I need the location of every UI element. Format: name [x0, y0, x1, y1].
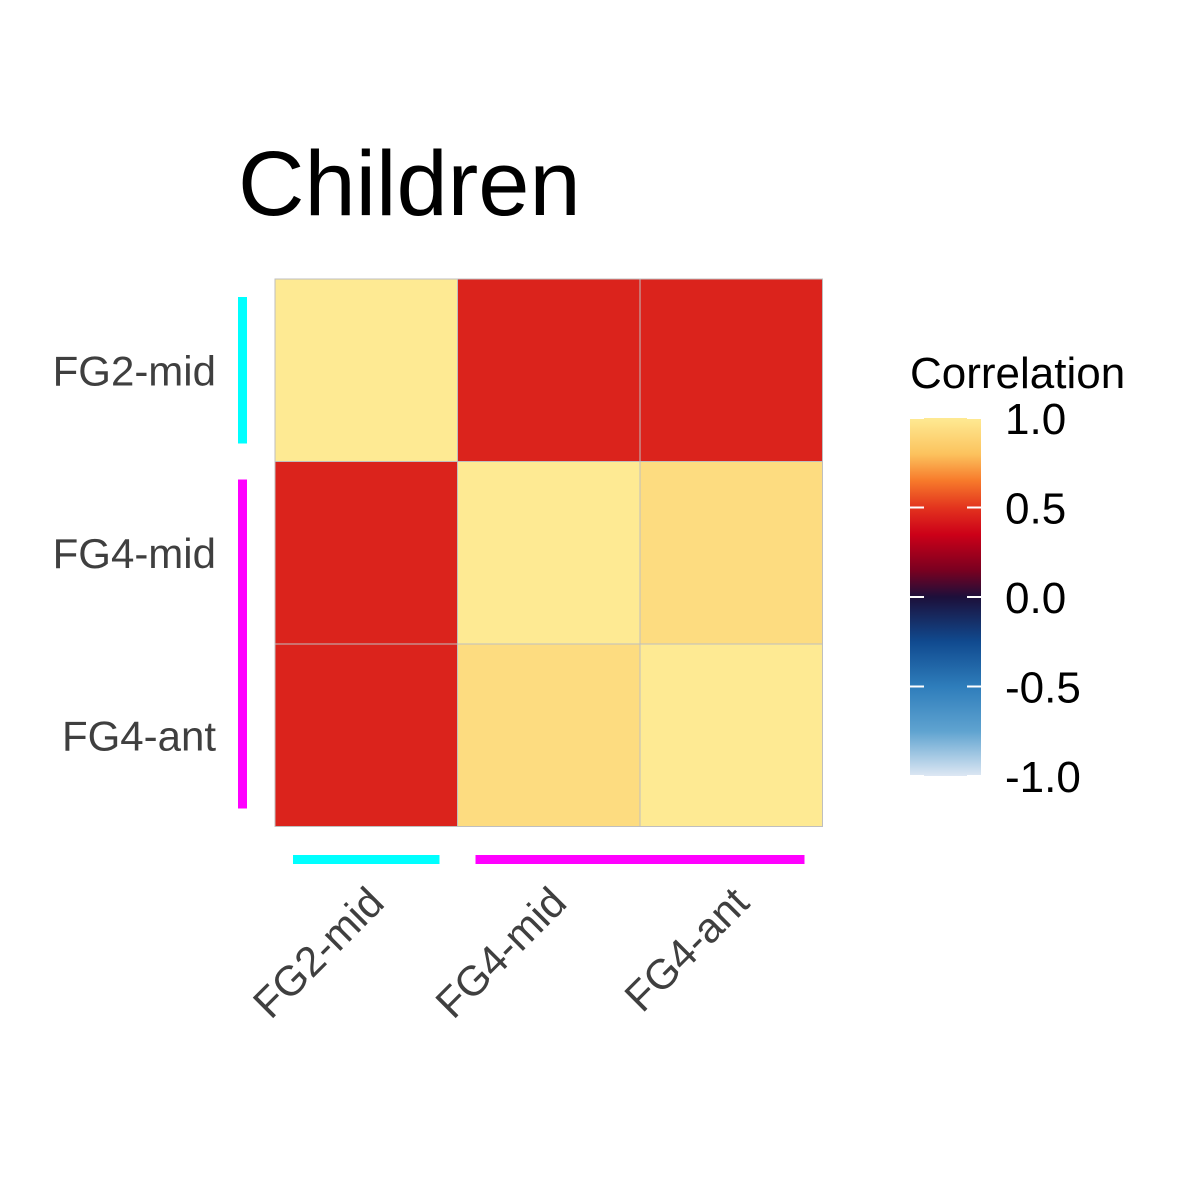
heatmap-cell: [274, 643, 458, 827]
legend-ticks: 1.0 0.5 0.0 -0.5 -1.0: [910, 395, 1081, 802]
row-group-bar: [238, 479, 247, 809]
heatmap-cell: [274, 278, 458, 462]
row-group-bar: [238, 297, 247, 444]
column-group-bar: [293, 855, 440, 864]
column-label: FG4-ant: [615, 878, 757, 1020]
heatmap-cell: [457, 461, 641, 645]
column-labels: FG2-mid FG4-mid FG4-ant: [244, 878, 758, 1027]
group-annotation-bars: [238, 297, 805, 864]
legend-tick-label: -1.0: [1005, 753, 1081, 802]
heatmap-cell: [457, 278, 641, 462]
row-label: FG2-mid: [53, 347, 216, 394]
legend-title: Correlation: [910, 349, 1125, 398]
legend-tick-label: -0.5: [1005, 664, 1081, 713]
column-label: FG2-mid: [244, 878, 393, 1027]
heatmap-cells: [274, 278, 823, 827]
heatmap-cell: [457, 643, 641, 827]
heatmap-cell: [639, 461, 823, 645]
row-label: FG4-mid: [53, 530, 216, 577]
legend-tick-label: 1.0: [1005, 395, 1066, 444]
row-labels: FG2-mid FG4-mid FG4-ant: [53, 347, 217, 759]
legend-tick-label: 0.0: [1005, 574, 1066, 623]
column-group-bar: [475, 855, 805, 864]
heatmap-cell: [639, 643, 823, 827]
column-label: FG4-mid: [426, 878, 575, 1027]
row-label: FG4-ant: [62, 712, 216, 759]
chart-title: Children: [238, 133, 581, 235]
legend-tick-label: 0.5: [1005, 485, 1066, 534]
color-legend: Correlation 1.0 0.5 0.0 -0.5 -1.0: [910, 349, 1125, 802]
heatmap-cell: [274, 461, 458, 645]
heatmap-cell: [639, 278, 823, 462]
